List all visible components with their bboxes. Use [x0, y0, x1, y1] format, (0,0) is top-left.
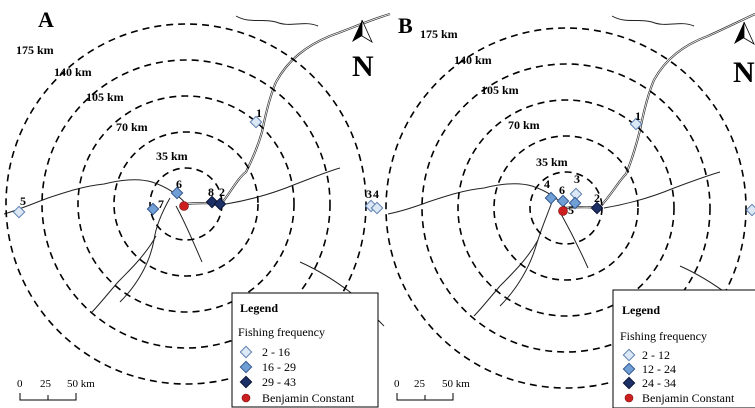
legend-town-label: Benjamin Constant	[262, 391, 355, 405]
ring-label: 70 km	[116, 120, 148, 134]
benjamin-constant-marker	[558, 206, 568, 216]
legend-swatch	[622, 348, 636, 362]
ring-label: 175 km	[420, 27, 458, 41]
scale-label: 50 km	[67, 378, 95, 390]
scale-label: 25	[40, 378, 52, 390]
ring-label: 35 km	[156, 149, 188, 163]
fishing-site-label: 2	[219, 185, 225, 199]
legend-item-label: 24 - 34	[642, 376, 676, 390]
ring-label: 105 km	[481, 83, 519, 97]
ring-70km	[113, 131, 259, 277]
fishing-site-label: 7	[158, 197, 164, 211]
fishing-site-marker	[146, 202, 160, 216]
fishing-site-marker	[629, 117, 643, 131]
fishing-site-marker	[370, 201, 384, 215]
fishing-site-label: 4	[373, 187, 379, 201]
fishing-site-marker	[249, 115, 263, 129]
legend-town-swatch	[241, 393, 251, 403]
scale-label: 50 km	[442, 378, 470, 390]
fishing-site-marker	[12, 205, 26, 219]
fishing-site-label: 2	[594, 191, 600, 205]
fishing-site-marker	[569, 187, 583, 201]
fishing-site-label: 3	[574, 172, 580, 186]
legend-subtitle: Fishing frequency	[620, 329, 707, 343]
fishing-site-label: 1	[635, 109, 641, 123]
fishing-site-label: 8	[208, 185, 214, 199]
legend-title: Legend	[240, 301, 278, 315]
legend: Legend Fishing frequency 2 - 16 16 - 29 …	[231, 292, 379, 408]
ring-label: 105 km	[86, 90, 124, 104]
scale-label: 0	[394, 378, 400, 390]
ring-labels: 175 km 140 km 105 km 70 km 35 km	[420, 27, 568, 169]
ring-labels: 175 km 140 km 105 km 70 km 35 km	[16, 43, 188, 163]
fishing-site-label: 6	[559, 183, 565, 197]
ring-label: 140 km	[54, 65, 92, 79]
fishing-site-marker	[544, 191, 558, 205]
scale-label: 25	[414, 378, 426, 390]
fishing-site-label: 5	[568, 203, 574, 217]
legend-subtitle: Fishing frequency	[238, 325, 325, 339]
ring-105km	[457, 99, 675, 317]
fishing-site-label: 6	[176, 177, 182, 191]
legend-item-label: 16 - 29	[262, 360, 296, 374]
panel-letter: B	[398, 13, 413, 38]
legend-swatch	[239, 345, 253, 359]
legend-swatch	[239, 375, 253, 389]
svg-text:N: N	[733, 56, 755, 89]
ring-label: 175 km	[16, 43, 54, 57]
fishing-site-marker	[556, 194, 570, 208]
ring-label: 140 km	[454, 53, 492, 67]
panel-letter: A	[38, 7, 54, 32]
scale-bar: 0 25 50 km	[17, 378, 95, 401]
legend-item-label: 2 - 16	[262, 345, 290, 359]
north-arrow-icon: N	[352, 19, 374, 83]
fishing-site-marker	[170, 186, 184, 200]
ring-140km	[421, 63, 711, 353]
river-network	[387, 13, 755, 317]
legend-town-label: Benjamin Constant	[642, 391, 735, 405]
legend-item-label: 2 - 12	[642, 348, 670, 362]
legend-swatch	[239, 360, 253, 374]
ring-105km	[77, 95, 295, 313]
fishing-site-label: 1	[256, 106, 262, 120]
fishing-site-marker	[590, 201, 604, 215]
fishing-sites: 1 5 6 7 8 2 3 4	[12, 106, 384, 219]
fishing-site-label: 4	[544, 177, 550, 191]
ring-label: 70 km	[508, 118, 540, 132]
distance-rings	[385, 27, 747, 389]
fishing-site-marker	[745, 203, 755, 217]
legend-swatch	[622, 362, 636, 376]
ring-label: 35 km	[536, 155, 568, 169]
ring-70km	[493, 135, 639, 281]
legend-item-label: 12 - 24	[642, 362, 676, 376]
distance-rings	[5, 23, 367, 385]
scale-bar: 0 25 50 km	[394, 378, 470, 401]
benjamin-constant-marker	[179, 201, 189, 211]
north-arrow-icon: N	[733, 21, 755, 89]
svg-text:N: N	[352, 50, 374, 83]
ring-175km	[385, 27, 747, 389]
ring-175km	[5, 23, 367, 385]
map-panel-a: 175 km 140 km 105 km 70 km 35 km 1 5 6 7…	[3, 7, 391, 408]
fishing-site-label: 5	[20, 194, 26, 208]
fishing-site-marker	[568, 196, 582, 210]
fishing-site-label: 3	[366, 187, 372, 201]
legend-item-label: 29 - 43	[262, 375, 296, 389]
map-panel-b: 175 km 140 km 105 km 70 km 35 km 1 4 6 3…	[385, 13, 755, 408]
legend-town-swatch	[624, 393, 634, 403]
fishing-site-marker	[213, 197, 227, 211]
legend: Legend Fishing frequency 2 - 12 12 - 24 …	[612, 289, 755, 408]
ring-140km	[41, 59, 331, 349]
legend-title: Legend	[622, 303, 660, 317]
fishing-sites: 1 4 6 3 5 2	[544, 109, 755, 217]
legend-swatch	[622, 376, 636, 390]
scale-label: 0	[17, 378, 23, 390]
